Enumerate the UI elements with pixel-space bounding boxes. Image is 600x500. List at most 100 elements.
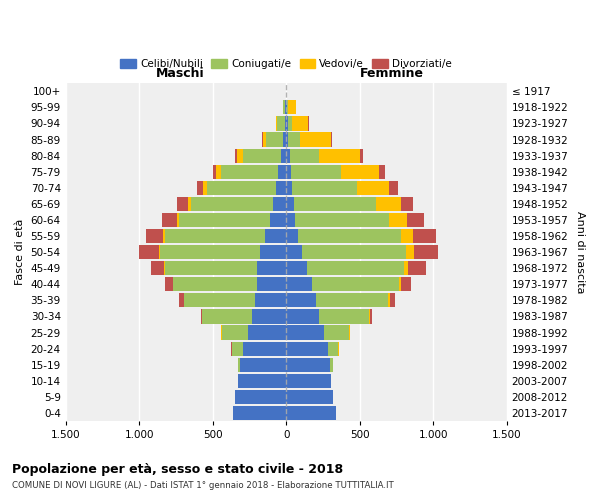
Bar [389, 213, 407, 227]
Bar [146, 229, 163, 243]
Text: Maschi: Maschi [156, 67, 205, 80]
Bar [286, 100, 287, 114]
Bar [197, 180, 203, 195]
Bar [398, 277, 401, 291]
Bar [413, 229, 436, 243]
Bar [162, 213, 176, 227]
Bar [165, 277, 173, 291]
Bar [292, 116, 308, 130]
Bar [331, 358, 332, 372]
Bar [260, 245, 286, 259]
Bar [302, 245, 406, 259]
Bar [404, 261, 408, 276]
Bar [379, 164, 385, 179]
Legend: Celibi/Nubili, Coniugati/e, Vedovi/e, Divorziati/e: Celibi/Nubili, Coniugati/e, Vedovi/e, Di… [116, 54, 456, 74]
Bar [243, 148, 281, 162]
Bar [401, 229, 413, 243]
Bar [286, 374, 331, 388]
Bar [286, 132, 289, 146]
Bar [370, 310, 371, 324]
Bar [273, 197, 286, 211]
Bar [151, 261, 164, 276]
Bar [287, 100, 289, 114]
Bar [328, 342, 338, 355]
Bar [200, 310, 202, 324]
Bar [179, 294, 184, 308]
Bar [307, 261, 404, 276]
Bar [164, 261, 165, 276]
Bar [278, 164, 286, 179]
Bar [290, 148, 319, 162]
Bar [212, 164, 217, 179]
Bar [286, 310, 319, 324]
Bar [253, 310, 286, 324]
Bar [165, 229, 265, 243]
Bar [286, 294, 316, 308]
Bar [233, 406, 286, 420]
Bar [285, 116, 286, 130]
Bar [173, 277, 257, 291]
Bar [243, 342, 286, 355]
Bar [235, 148, 237, 162]
Bar [319, 310, 369, 324]
Bar [286, 342, 328, 355]
Bar [286, 164, 290, 179]
Bar [238, 358, 240, 372]
Bar [254, 294, 286, 308]
Bar [248, 326, 286, 340]
Bar [238, 374, 286, 388]
Bar [286, 180, 292, 195]
Bar [290, 164, 341, 179]
Bar [357, 180, 389, 195]
Bar [237, 148, 243, 162]
Bar [401, 197, 413, 211]
Bar [312, 277, 398, 291]
Bar [407, 213, 424, 227]
Bar [277, 116, 285, 130]
Bar [414, 245, 439, 259]
Text: Femmine: Femmine [360, 67, 424, 80]
Bar [286, 245, 302, 259]
Bar [202, 310, 253, 324]
Bar [176, 213, 179, 227]
Bar [286, 229, 298, 243]
Bar [286, 261, 307, 276]
Bar [221, 326, 248, 340]
Bar [262, 132, 263, 146]
Bar [286, 116, 287, 130]
Bar [257, 261, 286, 276]
Bar [178, 197, 188, 211]
Bar [265, 229, 286, 243]
Bar [401, 277, 411, 291]
Bar [207, 180, 276, 195]
Bar [276, 180, 286, 195]
Bar [281, 148, 286, 162]
Bar [319, 148, 361, 162]
Bar [163, 229, 165, 243]
Bar [361, 148, 364, 162]
Bar [217, 164, 221, 179]
Bar [295, 213, 389, 227]
Bar [286, 358, 331, 372]
Bar [406, 245, 414, 259]
Bar [300, 132, 331, 146]
Bar [293, 197, 376, 211]
Bar [266, 132, 283, 146]
Text: COMUNE DI NOVI LIGURE (AL) - Dati ISTAT 1° gennaio 2018 - Elaborazione TUTTITALI: COMUNE DI NOVI LIGURE (AL) - Dati ISTAT … [12, 481, 394, 490]
Y-axis label: Fasce di età: Fasce di età [15, 219, 25, 286]
Bar [165, 261, 257, 276]
Bar [286, 390, 333, 404]
Bar [287, 116, 292, 130]
Text: Popolazione per età, sesso e stato civile - 2018: Popolazione per età, sesso e stato civil… [12, 462, 343, 475]
Bar [188, 197, 191, 211]
Bar [286, 213, 295, 227]
Bar [221, 164, 278, 179]
Bar [341, 164, 379, 179]
Bar [408, 261, 426, 276]
Bar [270, 213, 286, 227]
Bar [388, 294, 389, 308]
Bar [323, 326, 349, 340]
Bar [235, 390, 286, 404]
Bar [158, 245, 160, 259]
Bar [286, 197, 293, 211]
